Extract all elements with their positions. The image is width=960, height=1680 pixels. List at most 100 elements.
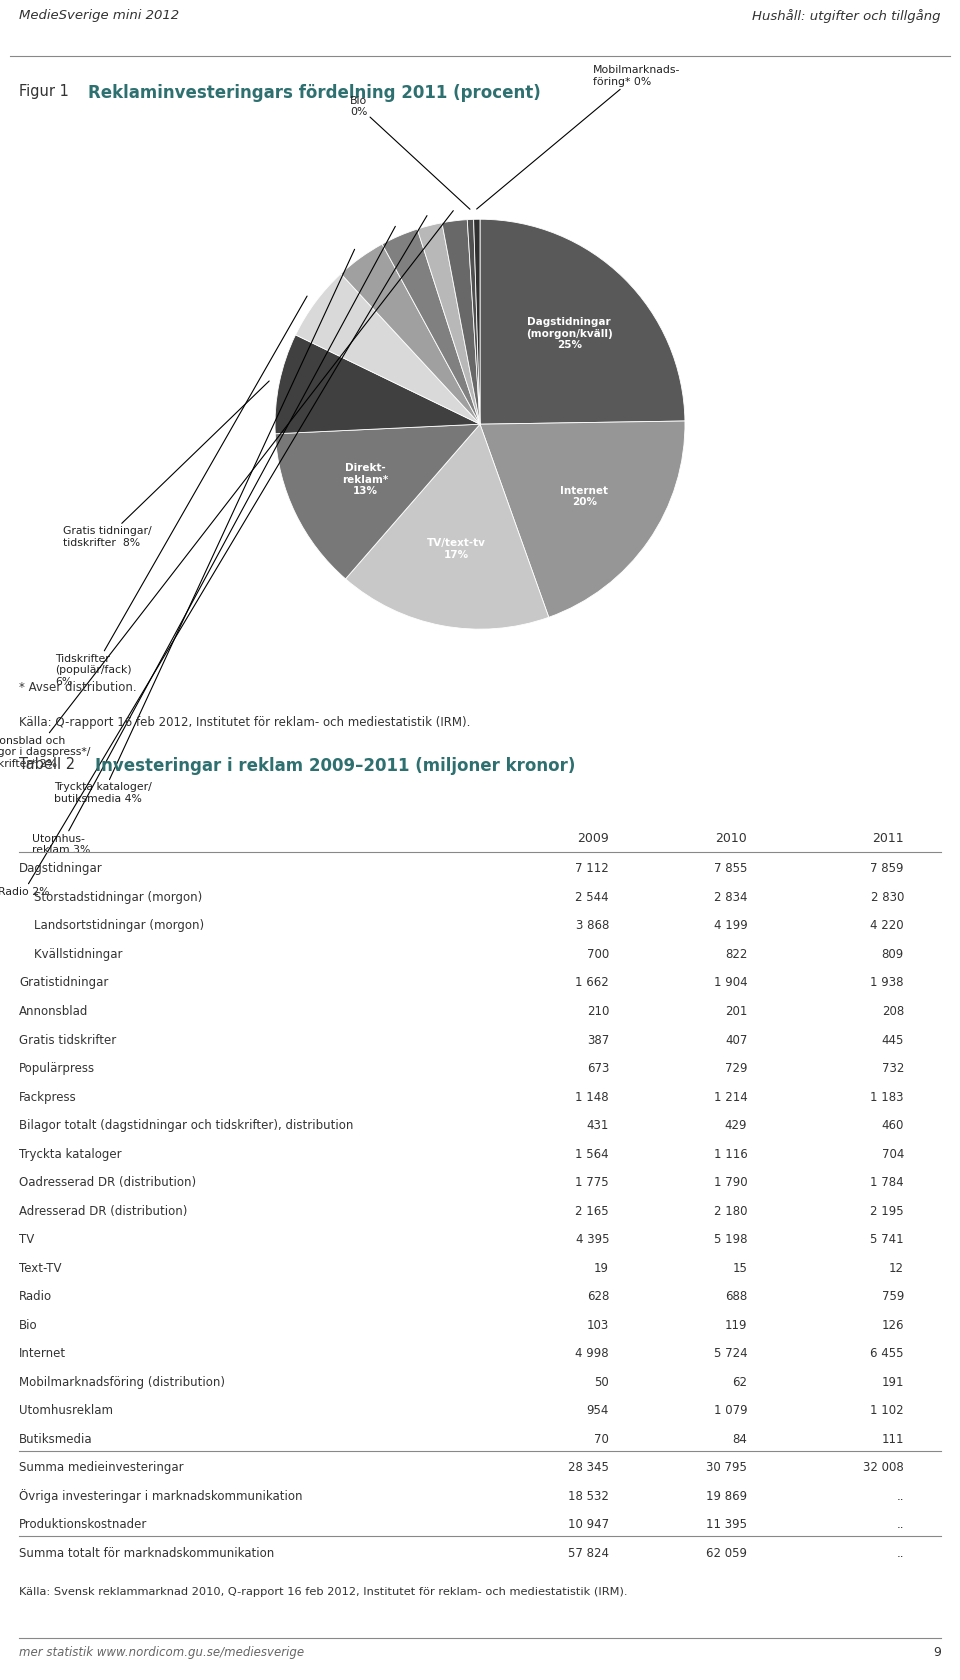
- Text: Kvällstidningar: Kvällstidningar: [19, 948, 123, 961]
- Text: Dagstidningar
(morgon/kväll)
25%: Dagstidningar (morgon/kväll) 25%: [526, 318, 612, 349]
- Text: 2011: 2011: [873, 832, 904, 845]
- Text: Butiksmedia: Butiksmedia: [19, 1433, 93, 1446]
- Text: Populärpress: Populärpress: [19, 1062, 95, 1075]
- Text: Källa: Svensk reklammarknad 2010, Q-rapport 16 feb 2012, Institutet för reklam- : Källa: Svensk reklammarknad 2010, Q-rapp…: [19, 1588, 628, 1598]
- Text: 191: 191: [881, 1376, 904, 1389]
- Text: 2 180: 2 180: [714, 1205, 747, 1218]
- Text: 7 855: 7 855: [714, 862, 747, 875]
- Text: 729: 729: [725, 1062, 747, 1075]
- Text: Utomhusreklam: Utomhusreklam: [19, 1404, 113, 1418]
- Text: Övriga investeringar i marknadskommunikation: Övriga investeringar i marknadskommunika…: [19, 1490, 302, 1504]
- Text: 1 079: 1 079: [713, 1404, 747, 1418]
- Text: 18 532: 18 532: [568, 1490, 609, 1504]
- Text: 126: 126: [881, 1319, 904, 1332]
- Text: Oadresserad DR (distribution): Oadresserad DR (distribution): [19, 1176, 197, 1189]
- Text: Bio: Bio: [19, 1319, 37, 1332]
- Text: 2 195: 2 195: [871, 1205, 904, 1218]
- Text: 10 947: 10 947: [568, 1519, 609, 1532]
- Text: 19: 19: [594, 1262, 609, 1275]
- Text: Landsortstidningar (morgon): Landsortstidningar (morgon): [19, 919, 204, 932]
- Text: Bio
0%: Bio 0%: [349, 96, 470, 210]
- Text: Internet: Internet: [19, 1347, 66, 1361]
- Text: Annonsblad och
bilagor i dagspress*/
tidskrifter* 2%: Annonsblad och bilagor i dagspress*/ tid…: [0, 210, 453, 769]
- Text: 1 904: 1 904: [713, 976, 747, 990]
- Text: Gratistidningar: Gratistidningar: [19, 976, 108, 990]
- Text: Tryckta kataloger/
butiksmedia 4%: Tryckta kataloger/ butiksmedia 4%: [55, 249, 354, 805]
- Text: Radio: Radio: [19, 1290, 53, 1304]
- Text: ..: ..: [897, 1490, 904, 1504]
- Text: Källa: Q-rapport 16 feb 2012, Institutet för reklam- och mediestatistik (IRM).: Källa: Q-rapport 16 feb 2012, Institutet…: [19, 716, 470, 729]
- Text: 1 775: 1 775: [575, 1176, 609, 1189]
- Text: 208: 208: [881, 1005, 904, 1018]
- Wedge shape: [442, 220, 480, 425]
- Text: 387: 387: [587, 1033, 609, 1047]
- Text: 28 345: 28 345: [568, 1462, 609, 1475]
- Text: Tryckta kataloger: Tryckta kataloger: [19, 1147, 122, 1161]
- Text: Text-TV: Text-TV: [19, 1262, 61, 1275]
- Text: 1 564: 1 564: [575, 1147, 609, 1161]
- Text: 1 148: 1 148: [575, 1090, 609, 1104]
- Text: 7 859: 7 859: [871, 862, 904, 875]
- Text: 7 112: 7 112: [575, 862, 609, 875]
- Text: Investeringar i reklam 2009–2011 (miljoner kronor): Investeringar i reklam 2009–2011 (miljon…: [95, 756, 575, 774]
- Text: 5 724: 5 724: [713, 1347, 747, 1361]
- Text: 1 938: 1 938: [871, 976, 904, 990]
- Text: 700: 700: [587, 948, 609, 961]
- Text: Annonsblad: Annonsblad: [19, 1005, 88, 1018]
- Text: Summa totalt för marknadskommunikation: Summa totalt för marknadskommunikation: [19, 1547, 275, 1561]
- Text: 1 102: 1 102: [871, 1404, 904, 1418]
- Text: Gratis tidskrifter: Gratis tidskrifter: [19, 1033, 116, 1047]
- Text: 5 741: 5 741: [871, 1233, 904, 1247]
- Text: Mobilmarknads-
föring* 0%: Mobilmarknads- föring* 0%: [477, 66, 680, 208]
- Text: Mobilmarknadsföring (distribution): Mobilmarknadsföring (distribution): [19, 1376, 226, 1389]
- Text: 9: 9: [933, 1646, 941, 1660]
- Text: 111: 111: [881, 1433, 904, 1446]
- Text: 201: 201: [725, 1005, 747, 1018]
- Text: Internet
20%: Internet 20%: [561, 486, 609, 507]
- Text: 445: 445: [881, 1033, 904, 1047]
- Text: 32 008: 32 008: [863, 1462, 904, 1475]
- Text: Storstadstidningar (morgon): Storstadstidningar (morgon): [19, 890, 203, 904]
- Text: 1 790: 1 790: [713, 1176, 747, 1189]
- Text: 460: 460: [881, 1119, 904, 1132]
- Text: Bilagor totalt (dagstidningar och tidskrifter), distribution: Bilagor totalt (dagstidningar och tidskr…: [19, 1119, 353, 1132]
- Text: 809: 809: [881, 948, 904, 961]
- Text: * Avser distribution.: * Avser distribution.: [19, 680, 137, 694]
- Text: 407: 407: [725, 1033, 747, 1047]
- Text: 30 795: 30 795: [707, 1462, 747, 1475]
- Text: Direkt-
reklam*
13%: Direkt- reklam* 13%: [343, 464, 389, 496]
- Text: 210: 210: [587, 1005, 609, 1018]
- Text: Adresserad DR (distribution): Adresserad DR (distribution): [19, 1205, 187, 1218]
- Text: 4 199: 4 199: [713, 919, 747, 932]
- Wedge shape: [480, 422, 684, 617]
- Text: TV: TV: [19, 1233, 35, 1247]
- Text: 15: 15: [732, 1262, 747, 1275]
- Wedge shape: [382, 228, 480, 425]
- Wedge shape: [473, 218, 480, 425]
- Text: 3 868: 3 868: [576, 919, 609, 932]
- Text: 732: 732: [881, 1062, 904, 1075]
- Text: ..: ..: [897, 1519, 904, 1532]
- Text: 688: 688: [725, 1290, 747, 1304]
- Wedge shape: [296, 274, 480, 425]
- Text: 5 198: 5 198: [714, 1233, 747, 1247]
- Text: Produktionskostnader: Produktionskostnader: [19, 1519, 148, 1532]
- Text: 62 059: 62 059: [707, 1547, 747, 1561]
- Text: ..: ..: [897, 1547, 904, 1561]
- Wedge shape: [346, 425, 549, 628]
- Wedge shape: [480, 220, 684, 425]
- Text: mer statistik www.nordicom.gu.se/mediesverige: mer statistik www.nordicom.gu.se/mediesv…: [19, 1646, 304, 1660]
- Text: 2 544: 2 544: [575, 890, 609, 904]
- Text: 6 455: 6 455: [871, 1347, 904, 1361]
- Text: 954: 954: [587, 1404, 609, 1418]
- Text: Reklaminvesteringars fördelning 2011 (procent): Reklaminvesteringars fördelning 2011 (pr…: [88, 84, 541, 101]
- Text: 2009: 2009: [577, 832, 609, 845]
- Wedge shape: [341, 244, 480, 425]
- Text: Radio 2%: Radio 2%: [0, 215, 427, 897]
- Text: Fackpress: Fackpress: [19, 1090, 77, 1104]
- Wedge shape: [276, 425, 480, 580]
- Text: 2 165: 2 165: [575, 1205, 609, 1218]
- Text: Summa medieinvesteringar: Summa medieinvesteringar: [19, 1462, 183, 1475]
- Text: MedieSverige mini 2012: MedieSverige mini 2012: [19, 8, 180, 22]
- Text: Dagstidningar: Dagstidningar: [19, 862, 103, 875]
